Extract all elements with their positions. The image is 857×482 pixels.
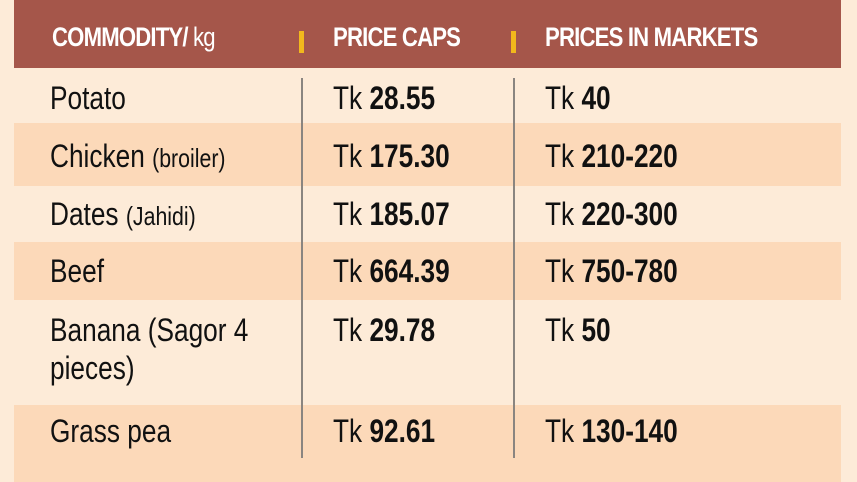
- row-band: [14, 405, 841, 482]
- price-cap: Tk 28.55: [333, 80, 436, 116]
- table-header: [14, 0, 841, 68]
- header-market-prices: PRICES IN MARKETS: [545, 22, 758, 52]
- commodity-name: Grass pea: [50, 413, 172, 449]
- market-price: Tk 40: [545, 80, 611, 116]
- column-divider: [301, 78, 303, 458]
- price-cap: Tk 175.30: [333, 138, 450, 174]
- market-price: Tk 50: [545, 312, 611, 348]
- market-price: Tk 210-220: [545, 138, 678, 174]
- column-divider: [513, 78, 515, 458]
- commodity-name: Chicken (broiler): [50, 138, 226, 174]
- row-band: [14, 242, 841, 300]
- market-price: Tk 750-780: [545, 253, 678, 289]
- header-separator: [299, 31, 304, 53]
- market-price: Tk 130-140: [545, 413, 678, 449]
- commodity-name: Banana (Sagor 4 pieces): [50, 312, 249, 386]
- header-commodity: COMMODITY/ kg: [52, 22, 216, 52]
- price-cap: Tk 664.39: [333, 253, 450, 289]
- commodity-name: Dates (Jahidi): [50, 196, 196, 232]
- price-cap: Tk 185.07: [333, 196, 450, 232]
- price-cap: Tk 29.78: [333, 312, 436, 348]
- market-price: Tk 220-300: [545, 196, 678, 232]
- header-price-caps: PRICE CAPS: [333, 22, 461, 52]
- commodity-name: Beef: [50, 253, 104, 289]
- commodity-name: Potato: [50, 80, 126, 116]
- header-separator: [511, 31, 516, 53]
- row-band: [14, 123, 841, 186]
- price-cap: Tk 92.61: [333, 413, 436, 449]
